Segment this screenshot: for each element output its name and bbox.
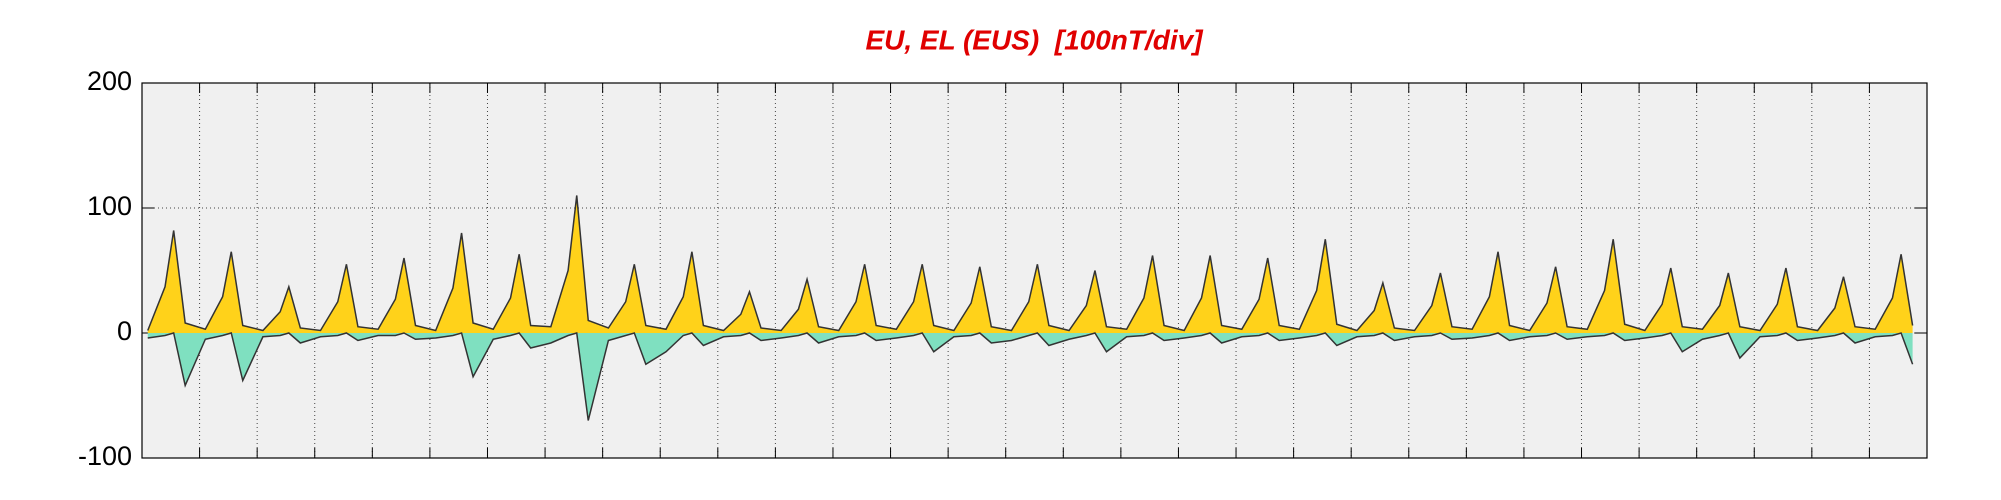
line [147,195,1914,332]
y-tick-label: 0 [117,316,132,346]
chart-title: EU, EL (EUS) [100nT/div] [865,24,1204,55]
plot-background [142,83,1927,458]
area [147,333,1913,421]
area [147,195,1913,333]
y-tick-label: 200 [87,66,132,96]
y-tick-label: 100 [87,191,132,221]
line [147,332,1914,421]
y-tick-label: -100 [78,441,132,471]
plot-frame [141,82,1928,459]
